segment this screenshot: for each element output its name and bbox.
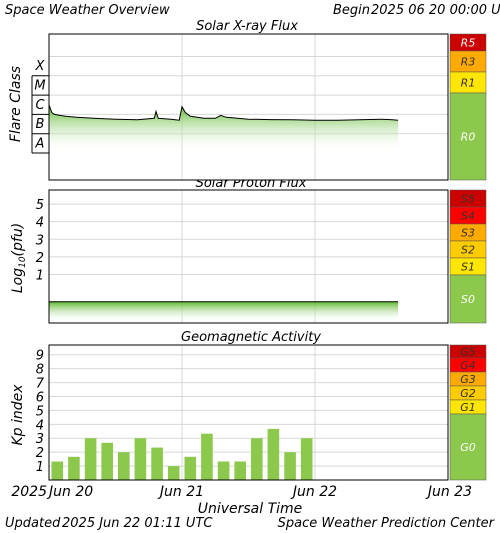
s-scale-label-S4: S4 <box>461 210 475 223</box>
proton-y-axis-label: Log10(pfu) <box>10 223 28 293</box>
r-scale-label-R3: R3 <box>461 56 476 69</box>
plot-frame <box>48 344 449 481</box>
s-scale-label-S2: S2 <box>461 244 475 257</box>
source-credit: Space Weather Prediction Center <box>278 516 496 531</box>
proton-y-tick-4: 4 <box>36 216 44 231</box>
x-tick-label-1: Jun 21 <box>157 484 204 500</box>
kp-y-tick-6: 6 <box>36 390 44 405</box>
kp-plot-background <box>49 345 448 480</box>
kp-y-tick-4: 4 <box>36 418 44 433</box>
g-scale-label-G4: G4 <box>460 359 476 372</box>
proton-y-tick-1: 1 <box>36 268 44 283</box>
kp-bar <box>118 452 130 480</box>
proton-flux-area <box>49 301 399 322</box>
g-scale-label-G3: G3 <box>460 373 476 386</box>
g-scale-label-G5: G5 <box>460 346 476 359</box>
xray-y-axis-label: Flare Class <box>8 66 24 142</box>
xray-flux-area <box>49 104 399 153</box>
kp-bar <box>151 447 163 480</box>
kp-bar <box>267 428 280 480</box>
flare-class-label-B: B <box>36 117 45 132</box>
x-tick-label-3: Jun 23 <box>425 484 472 500</box>
proton-y-tick-5: 5 <box>36 198 44 213</box>
r-scale-label-R5: R5 <box>461 37 476 50</box>
g-scale-label-G2: G2 <box>460 387 476 400</box>
plot-frame <box>48 189 449 324</box>
g-scale-label-G0: G0 <box>460 441 476 454</box>
g-scale-band-G0 <box>449 413 487 481</box>
s-scale-band-S0 <box>449 274 487 324</box>
kp-bar <box>300 438 313 480</box>
kp-bar <box>101 442 113 480</box>
kp-bar <box>234 461 246 480</box>
x-tick-label-2: Jun 22 <box>290 484 337 500</box>
r-scale-label-R0: R0 <box>461 131 476 144</box>
s-scale-label-S0: S0 <box>461 293 475 306</box>
kp-bar <box>217 461 230 480</box>
flare-class-label-A: A <box>35 136 45 151</box>
proton-y-tick-3: 3 <box>36 233 44 248</box>
kp-y-tick-3: 3 <box>36 432 44 447</box>
begin-date: 2025 06 20 00:00 UTC <box>371 3 500 18</box>
x-axis-year: 2025 <box>11 484 47 500</box>
xray-panel-title: Solar X-ray Flux <box>196 19 298 34</box>
proton-panel: 1 2 3 4 5 S5 S4 S3 S2 S1 S0 <box>36 189 487 324</box>
s-scale-label-S1: S1 <box>461 261 475 274</box>
kp-bar <box>184 456 197 480</box>
plot-frame <box>48 33 449 181</box>
xray-flux-line <box>48 104 399 121</box>
kp-bar <box>68 456 80 480</box>
kp-y-tick-1: 1 <box>36 460 44 475</box>
r-scale-band-R0 <box>449 92 487 181</box>
kp-bar <box>251 438 263 480</box>
kp-y-axis-label: Kp index <box>10 384 26 446</box>
kp-bar <box>167 466 180 480</box>
updated-value: 2025 Jun 22 01:11 UTC <box>62 516 213 531</box>
kp-y-tick-5: 5 <box>36 404 44 419</box>
kp-bar <box>201 433 213 480</box>
kp-y-tick-8: 8 <box>36 363 44 378</box>
g-scale-label-G1: G1 <box>460 401 476 414</box>
updated-label: Updated <box>5 516 61 531</box>
kp-bar <box>284 452 296 480</box>
geomag-panel-title: Geomagnetic Activity <box>181 330 321 345</box>
begin-label: Begin <box>333 3 370 18</box>
kp-bar <box>51 461 64 480</box>
s-scale-label-S5: S5 <box>461 193 475 206</box>
x-tick-label-0: Jun 20 <box>46 484 93 500</box>
kp-bar <box>134 438 147 480</box>
kp-y-tick-2: 2 <box>36 446 44 461</box>
kp-bar <box>84 438 97 480</box>
x-axis-title: Universal Time <box>198 501 303 517</box>
flare-class-label-C: C <box>35 98 45 113</box>
x-axis-ticks: Jun 20 Jun 21 Jun 22 Jun 23 <box>46 484 472 500</box>
flare-class-label-X: X <box>35 59 46 74</box>
xray-plot-background <box>49 34 448 180</box>
s-scale-label-S3: S3 <box>461 227 475 240</box>
flare-class-label-M: M <box>34 78 45 93</box>
overview-title: Space Weather Overview <box>5 3 170 18</box>
r-scale-label-R1: R1 <box>461 77 476 90</box>
kp-y-tick-9: 9 <box>36 349 44 364</box>
kp-y-tick-7: 7 <box>36 377 45 392</box>
proton-y-tick-2: 2 <box>36 251 44 266</box>
